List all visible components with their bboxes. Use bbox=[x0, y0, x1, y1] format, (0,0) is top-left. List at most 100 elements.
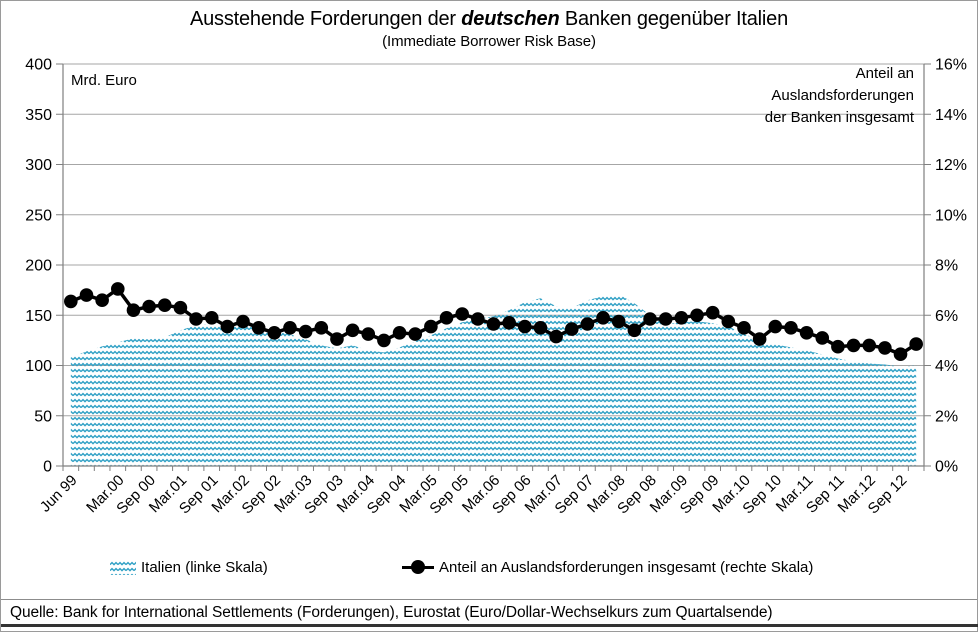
line-data-point bbox=[752, 332, 767, 346]
svg-text:200: 200 bbox=[25, 258, 52, 275]
right-axis-labels: 0% 2% 4% 6% 8% 10% 12% 14% 16% bbox=[935, 57, 967, 476]
legend-item-italien: Italien (linke Skala) bbox=[110, 554, 268, 580]
line-data-point bbox=[79, 288, 94, 302]
line-data-point bbox=[643, 312, 657, 326]
chart-title-suffix: Banken gegenüber Italien bbox=[559, 8, 789, 30]
svg-text:10%: 10% bbox=[935, 207, 967, 224]
line-data-point bbox=[690, 308, 704, 323]
line-data-point bbox=[862, 338, 877, 353]
left-axis-unit-label: Mrd. Euro bbox=[71, 72, 137, 89]
left-axis-labels: 0 50 100 150 200 250 300 350 400 bbox=[25, 57, 52, 476]
svg-text:2%: 2% bbox=[935, 408, 958, 425]
svg-text:350: 350 bbox=[25, 107, 52, 124]
line-data-point bbox=[455, 307, 469, 321]
right-axis-annotation: Anteil an Auslandsforderungen der Banken i… bbox=[765, 65, 915, 126]
line-data-point bbox=[220, 319, 235, 334]
bottom-border bbox=[1, 624, 978, 627]
line-data-point bbox=[737, 321, 751, 335]
line-data-point bbox=[627, 323, 642, 338]
line-data-point bbox=[173, 300, 188, 315]
area-series-italien bbox=[70, 294, 917, 466]
line-data-point bbox=[909, 337, 923, 351]
svg-text:Anteil an: Anteil an bbox=[856, 65, 914, 82]
line-data-point bbox=[721, 314, 736, 329]
chart-title: Ausstehende Forderungen der deutschen Ba… bbox=[1, 8, 977, 31]
svg-text:16%: 16% bbox=[935, 57, 967, 74]
svg-text:100: 100 bbox=[25, 358, 52, 375]
line-data-point bbox=[831, 339, 845, 354]
line-data-point bbox=[110, 282, 125, 296]
line-data-point bbox=[236, 314, 250, 329]
line-data-point bbox=[799, 326, 814, 340]
svg-text:400: 400 bbox=[25, 57, 52, 74]
line-data-point bbox=[611, 314, 626, 329]
svg-text:Auslandsforderungen: Auslandsforderungen bbox=[771, 87, 914, 104]
line-data-point bbox=[330, 332, 344, 346]
svg-text:der Banken insgesamt: der Banken insgesamt bbox=[765, 109, 915, 126]
svg-text:4%: 4% bbox=[935, 358, 958, 375]
line-data-point bbox=[768, 319, 783, 334]
line-data-point bbox=[439, 311, 454, 325]
line-data-point bbox=[64, 294, 78, 309]
line-marker-icon bbox=[402, 560, 434, 575]
line-data-point bbox=[549, 329, 563, 344]
line-data-point bbox=[564, 322, 579, 336]
line-data-point bbox=[533, 321, 548, 335]
svg-text:14%: 14% bbox=[935, 107, 967, 124]
line-data-point bbox=[878, 341, 892, 355]
line-data-point bbox=[424, 319, 438, 334]
line-series-anteil bbox=[64, 282, 923, 362]
line-data-point bbox=[345, 323, 360, 338]
line-data-point bbox=[658, 312, 673, 326]
svg-text:6%: 6% bbox=[935, 308, 958, 325]
line-data-point bbox=[142, 299, 156, 314]
line-data-point bbox=[518, 319, 532, 334]
svg-text:300: 300 bbox=[25, 157, 52, 174]
line-data-point bbox=[674, 311, 689, 325]
line-data-point bbox=[596, 311, 610, 325]
line-data-point bbox=[705, 305, 720, 320]
line-data-point bbox=[408, 327, 423, 341]
chart-title-prefix: Ausstehende Forderungen der bbox=[189, 8, 462, 30]
line-data-point bbox=[298, 324, 313, 339]
svg-text:Jun 99: Jun 99 bbox=[37, 472, 81, 516]
line-data-point bbox=[314, 321, 329, 335]
tick-marks bbox=[56, 63, 931, 471]
line-data-point bbox=[471, 312, 485, 326]
line-data-point bbox=[784, 321, 798, 335]
line-data-point bbox=[580, 317, 595, 331]
line-data-point bbox=[502, 316, 516, 330]
line-data-point bbox=[204, 311, 219, 325]
svg-text:12%: 12% bbox=[935, 157, 967, 174]
area-pattern-swatch-icon bbox=[110, 559, 136, 575]
chart-title-emphasis: deutschen bbox=[461, 8, 560, 30]
svg-text:8%: 8% bbox=[935, 258, 958, 275]
line-data-point bbox=[95, 293, 109, 308]
legend: Italien (linke Skala) Anteil an Auslands… bbox=[1, 554, 978, 580]
line-data-point bbox=[846, 338, 861, 353]
line-data-point bbox=[251, 321, 266, 335]
line-data-point bbox=[267, 326, 282, 340]
line-data-point bbox=[157, 298, 172, 313]
plot-area: 0 50 100 150 200 250 300 350 400 0% 2% 4% 6% 8% 10% 12%… bbox=[25, 57, 967, 518]
legend-label-italien: Italien (linke Skala) bbox=[141, 558, 268, 576]
legend-label-anteil: Anteil an Auslandsforderungen insgesamt … bbox=[439, 558, 814, 576]
svg-text:0%: 0% bbox=[935, 459, 958, 476]
source-caption: Quelle: Bank for International Settlemen… bbox=[1, 599, 977, 624]
line-data-point bbox=[815, 331, 830, 345]
line-data-point bbox=[392, 326, 407, 340]
line-data-point bbox=[361, 327, 376, 341]
chart-subtitle: (Immediate Borrower Risk Base) bbox=[382, 33, 596, 50]
svg-text:50: 50 bbox=[34, 408, 52, 425]
legend-item-anteil: Anteil an Auslandsforderungen insgesamt … bbox=[402, 554, 813, 580]
line-data-point bbox=[189, 312, 203, 326]
line-data-point bbox=[377, 333, 391, 348]
line-data-point bbox=[486, 317, 501, 331]
line-data-point bbox=[126, 303, 141, 318]
svg-text:150: 150 bbox=[25, 308, 52, 325]
svg-text:250: 250 bbox=[25, 207, 52, 224]
svg-text:0: 0 bbox=[43, 459, 52, 476]
line-data-point bbox=[283, 321, 297, 335]
